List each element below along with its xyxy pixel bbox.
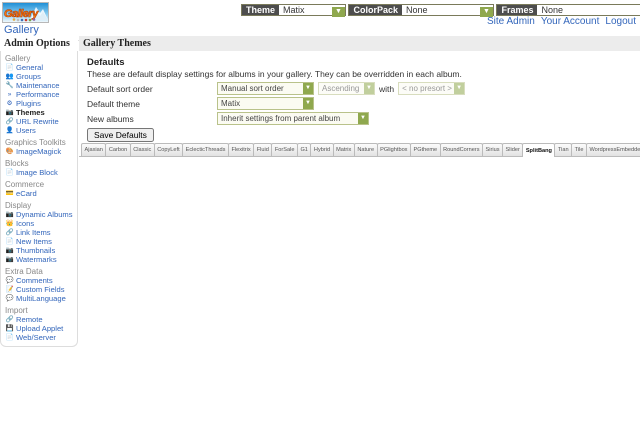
svg-text:Gallery: Gallery xyxy=(4,8,39,20)
